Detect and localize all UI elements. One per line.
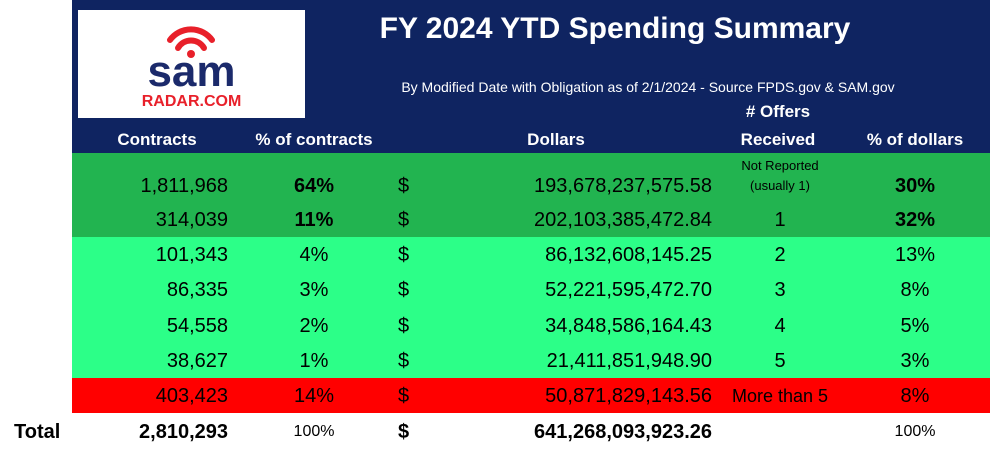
pct-dollars: 8% [900, 279, 930, 301]
logo-word: sam [147, 47, 236, 96]
total-pct-dollars: 100% [894, 423, 936, 441]
offers: 4 [774, 314, 786, 337]
column-header: # Offers [745, 101, 811, 121]
row-band [72, 272, 990, 308]
pct-contracts: 64% [293, 175, 335, 197]
column-header: % of dollars [866, 129, 964, 149]
column-header: Contracts [117, 129, 197, 149]
currency: $ [398, 209, 410, 231]
total-contracts: 2,810,293 [139, 421, 228, 443]
offers: 2 [774, 243, 786, 266]
total-dollars: 641,268,093,923.26 [534, 421, 712, 443]
dollars: 34,848,586,164.43 [545, 314, 712, 337]
dollars: 202,103,385,472.84 [534, 209, 712, 231]
offers: 1 [774, 209, 786, 231]
contracts: 86,335 [166, 279, 228, 301]
dollars: 52,221,595,472.70 [545, 279, 712, 301]
pct-contracts: 14% [293, 384, 335, 407]
total-pct-contracts: 100% [293, 423, 335, 441]
pct-dollars: 8% [900, 384, 930, 407]
currency: $ [398, 243, 410, 266]
row-band [72, 378, 990, 413]
title: FY 2024 YTD Spending Summary [379, 12, 851, 45]
pct-contracts: 3% [299, 279, 329, 301]
logo-icon [167, 26, 215, 58]
offers: (usually 1) [750, 177, 810, 193]
dollars: 50,871,829,143.56 [545, 384, 712, 407]
currency: $ [398, 279, 410, 301]
row-band [72, 237, 990, 272]
offers: More than 5 [731, 385, 829, 406]
pct-dollars: 30% [894, 175, 936, 197]
currency: $ [398, 175, 410, 197]
pct-dollars: 3% [900, 349, 930, 372]
offers: Not Reported [741, 157, 819, 173]
dollars: 86,132,608,145.25 [545, 243, 712, 266]
column-header: Received [740, 129, 816, 149]
logo-domain: RADAR.COM [141, 93, 242, 110]
dollars: 21,411,851,948.90 [546, 349, 712, 372]
pct-dollars: 32% [894, 209, 936, 231]
dollars: 193,678,237,575.58 [534, 175, 712, 197]
column-header: Dollars [527, 129, 585, 149]
row-band [72, 203, 990, 237]
total-currency: $ [398, 421, 410, 443]
currency: $ [398, 384, 410, 407]
currency: $ [398, 314, 410, 337]
pct-contracts: 2% [299, 314, 329, 337]
pct-contracts: 4% [299, 243, 329, 266]
contracts: 1,811,968 [140, 175, 229, 197]
row-band [72, 343, 990, 378]
total-label: Total [14, 421, 61, 443]
row-band [72, 308, 990, 343]
pct-dollars: 5% [900, 314, 930, 337]
offers: 3 [774, 279, 786, 301]
logo: sam RADAR.COM [78, 10, 305, 118]
pct-contracts: 11% [294, 209, 334, 231]
offers: 5 [774, 349, 786, 372]
contracts: 101,343 [155, 243, 228, 266]
pct-dollars: 13% [894, 243, 936, 266]
subtitle: By Modified Date with Obligation as of 2… [401, 79, 895, 95]
row-band [72, 153, 990, 203]
contracts: 38,627 [166, 349, 228, 372]
pct-contracts: 1% [299, 349, 329, 372]
contracts: 314,039 [155, 209, 228, 231]
currency: $ [398, 349, 410, 372]
column-header: % of contracts [255, 129, 373, 149]
contracts: 54,558 [166, 314, 228, 337]
contracts: 403,423 [155, 384, 228, 407]
